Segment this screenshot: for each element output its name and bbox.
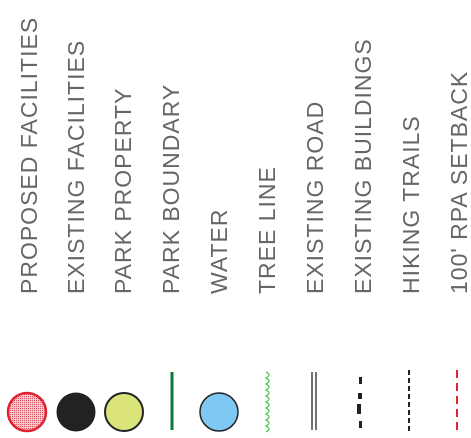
existing-buildings-symbol <box>357 377 362 428</box>
label-tree-line: TREE LINE <box>254 166 280 294</box>
proposed-facilities-symbol <box>6 391 48 433</box>
label-park-property: PARK PROPERTY <box>110 88 136 294</box>
label-rpa-setback: 100' RPA SETBACK <box>446 71 471 294</box>
label-proposed-facilities: PROPOSED FACILITIES <box>16 17 42 294</box>
water-symbol <box>199 392 239 432</box>
label-existing-buildings: EXISTING BUILDINGS <box>350 38 376 294</box>
label-existing-facilities: EXISTING FACILITIES <box>63 40 89 294</box>
label-existing-road: EXISTING ROAD <box>302 101 328 294</box>
label-hiking-trails: HIKING TRAILS <box>398 115 424 294</box>
tree-line-symbol <box>264 371 270 433</box>
existing-facilities-symbol <box>56 392 96 432</box>
label-park-boundary: PARK BOUNDARY <box>158 84 184 294</box>
label-water: WATER <box>206 209 232 295</box>
existing-road-symbol <box>311 372 317 430</box>
park-property-symbol <box>104 392 144 432</box>
